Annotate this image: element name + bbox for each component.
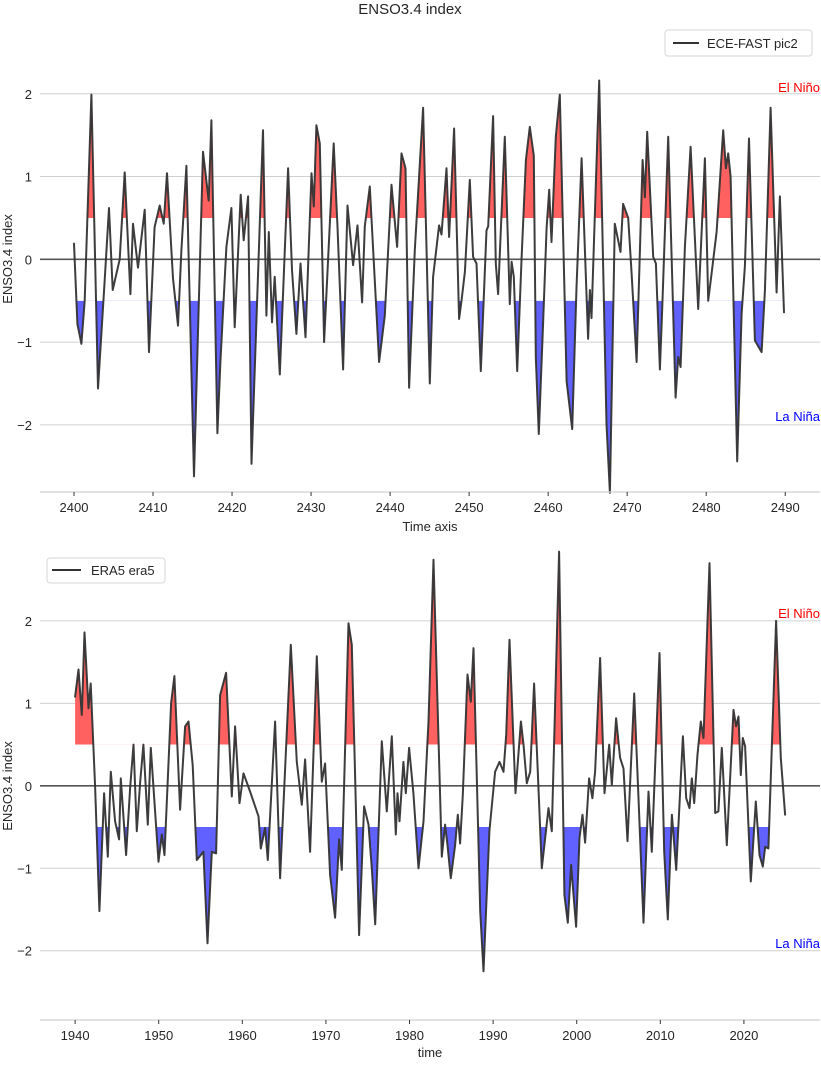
la-nina-label: La Niña xyxy=(775,409,821,424)
x-tick-label: 2460 xyxy=(534,500,563,515)
series-line xyxy=(74,550,787,973)
y-axis-label: ENSO3.4 index xyxy=(0,214,15,304)
y-tick-label: −1 xyxy=(17,861,32,876)
x-tick-label: 2000 xyxy=(562,1028,591,1043)
el-nino-label: El Niño xyxy=(778,80,820,95)
y-axis-label: ENSO3.4 index xyxy=(0,741,15,831)
series-lines xyxy=(73,79,785,494)
y-tick-label: 0 xyxy=(25,252,32,267)
x-axis-label: time xyxy=(418,1045,443,1060)
legend-box xyxy=(46,557,166,584)
axes: −2 −1 0 1 2 2400 2410 2420 2430 2440 2450 2460 2470 2… xyxy=(17,87,820,515)
y-tick-label: −2 xyxy=(17,944,32,959)
el-nino-label: El Niño xyxy=(778,606,820,621)
la-nina-fill-area xyxy=(96,827,770,972)
x-tick-label: 2480 xyxy=(692,500,721,515)
x-tick-label: 1970 xyxy=(311,1028,340,1043)
x-tick-label: 2400 xyxy=(60,500,89,515)
series-lines xyxy=(74,550,787,973)
x-tick-label: 1950 xyxy=(144,1028,173,1043)
x-tick-label: 1960 xyxy=(228,1028,257,1043)
x-tick-label: 2470 xyxy=(613,500,642,515)
x-tick-label: 2430 xyxy=(297,500,326,515)
y-tick-label: 2 xyxy=(25,87,32,102)
y-tick-label: −1 xyxy=(17,335,32,350)
series-line xyxy=(73,79,785,494)
x-tick-label: 2440 xyxy=(376,500,405,515)
legend: ERA5 era5 xyxy=(46,557,166,584)
x-axis-label: Time axis xyxy=(402,519,458,534)
x-tick-label: 2420 xyxy=(218,500,247,515)
bottom-chart-panel: −2 −1 0 1 2 1940 1950 1960 1970 1980 1990 2000 2010 2… xyxy=(0,550,821,1060)
y-tick-label: 2 xyxy=(25,614,32,629)
y-tick-label: 1 xyxy=(25,170,32,185)
legend-label: ECE-FAST pic2 xyxy=(707,36,798,51)
x-tick-label: 2490 xyxy=(771,500,800,515)
x-tick-label: 1940 xyxy=(61,1028,90,1043)
y-tick-label: −2 xyxy=(17,418,32,433)
la-nina-label: La Niña xyxy=(775,936,821,951)
anomaly-fills xyxy=(75,551,781,972)
x-tick-label: 2450 xyxy=(455,500,484,515)
legend: ECE-FAST pic2 xyxy=(664,29,813,57)
legend-box xyxy=(664,29,813,57)
el-nino-fill-area xyxy=(75,551,781,745)
x-tick-label: 2410 xyxy=(139,500,168,515)
y-tick-label: 0 xyxy=(25,779,32,794)
x-tick-label: 1990 xyxy=(479,1028,508,1043)
x-tick-label: 1980 xyxy=(395,1028,424,1043)
x-tick-label: 2020 xyxy=(729,1028,758,1043)
x-tick-label: 2010 xyxy=(646,1028,675,1043)
legend-label: ERA5 era5 xyxy=(91,563,155,578)
y-tick-label: 1 xyxy=(25,696,32,711)
top-chart-panel: −2 −1 0 1 2 2400 2410 2420 2430 2440 2450 2460 2470 2… xyxy=(0,29,821,534)
axes: −2 −1 0 1 2 1940 1950 1960 1970 1980 1990 2000 2010 2… xyxy=(17,614,820,1043)
figure-title: ENSO3.4 index xyxy=(358,1,462,18)
